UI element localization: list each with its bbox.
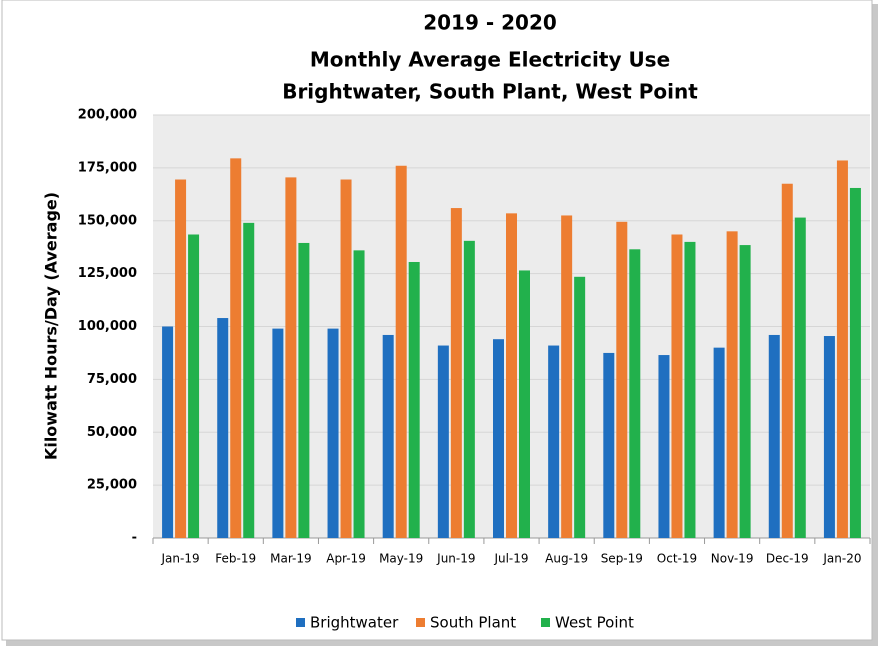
legend-swatch: [541, 618, 550, 627]
bar: [506, 213, 517, 538]
x-tick-label: Dec-19: [766, 552, 809, 566]
bar: [519, 270, 530, 538]
bar: [823, 336, 835, 538]
bar: [382, 334, 394, 538]
bar: [561, 215, 573, 538]
x-tick-label: Jul-19: [493, 552, 528, 566]
legend-swatch: [416, 618, 425, 627]
bar: [629, 249, 641, 539]
chart-title: 2019 - 2020: [423, 11, 557, 35]
bar: [285, 177, 297, 538]
bar: [353, 250, 365, 539]
bar: [230, 158, 242, 539]
chart-title: Monthly Average Electricity Use: [310, 48, 670, 72]
bar: [548, 345, 560, 538]
bar: [243, 222, 255, 539]
legend-label: South Plant: [430, 614, 516, 632]
bar: [836, 160, 848, 538]
y-tick-label: 175,000: [78, 160, 137, 175]
bar: [616, 221, 628, 538]
bar: [684, 241, 696, 538]
x-tick-label: Jan-20: [822, 552, 861, 566]
bar: [849, 187, 861, 538]
bar: [437, 345, 449, 538]
bar: [408, 261, 420, 538]
bar: [450, 208, 462, 538]
y-tick-label: 150,000: [78, 213, 137, 228]
bar: [794, 217, 806, 538]
legend-label: West Point: [555, 614, 634, 632]
chart-title: Brightwater, South Plant, West Point: [282, 80, 698, 104]
bar: [340, 179, 352, 538]
bar: [658, 355, 670, 538]
y-axis-label: Kilowatt Hours/Day (Average): [42, 192, 61, 460]
y-tick-label: 200,000: [78, 108, 137, 123]
bar: [188, 234, 200, 538]
bar: [272, 328, 284, 538]
x-tick-label: Jun-19: [436, 552, 475, 566]
bar: [175, 179, 187, 538]
y-tick-label: 75,000: [87, 372, 137, 387]
bar: [781, 183, 793, 539]
bar: [162, 326, 174, 538]
legend-swatch: [296, 618, 305, 627]
legend-label: Brightwater: [310, 614, 399, 632]
y-tick-label: 125,000: [78, 266, 137, 281]
bar: [671, 234, 683, 538]
y-tick-label: 50,000: [87, 425, 137, 440]
x-tick-label: Mar-19: [270, 552, 311, 566]
bar: [327, 328, 339, 538]
x-tick-label: Nov-19: [711, 552, 754, 566]
bar: [217, 318, 229, 538]
bar: [603, 352, 615, 538]
y-tick-label: 25,000: [87, 478, 137, 493]
bar: [493, 339, 504, 538]
bar: [726, 231, 738, 538]
y-tick-label: 100,000: [78, 319, 137, 334]
x-tick-label: Jan-19: [161, 552, 200, 566]
bar: [713, 347, 725, 538]
bar: [395, 165, 407, 538]
x-tick-label: Feb-19: [215, 552, 256, 566]
x-tick-label: Oct-19: [657, 552, 697, 566]
x-tick-label: Aug-19: [545, 552, 588, 566]
bar: [463, 240, 475, 538]
bar: [298, 242, 310, 538]
bar: [768, 334, 780, 538]
bar: [739, 245, 751, 538]
bar: [574, 276, 586, 538]
x-tick-label: Sep-19: [601, 552, 643, 566]
x-tick-label: May-19: [379, 552, 423, 566]
x-tick-label: Apr-19: [326, 552, 366, 566]
y-tick-label: -: [132, 531, 137, 546]
